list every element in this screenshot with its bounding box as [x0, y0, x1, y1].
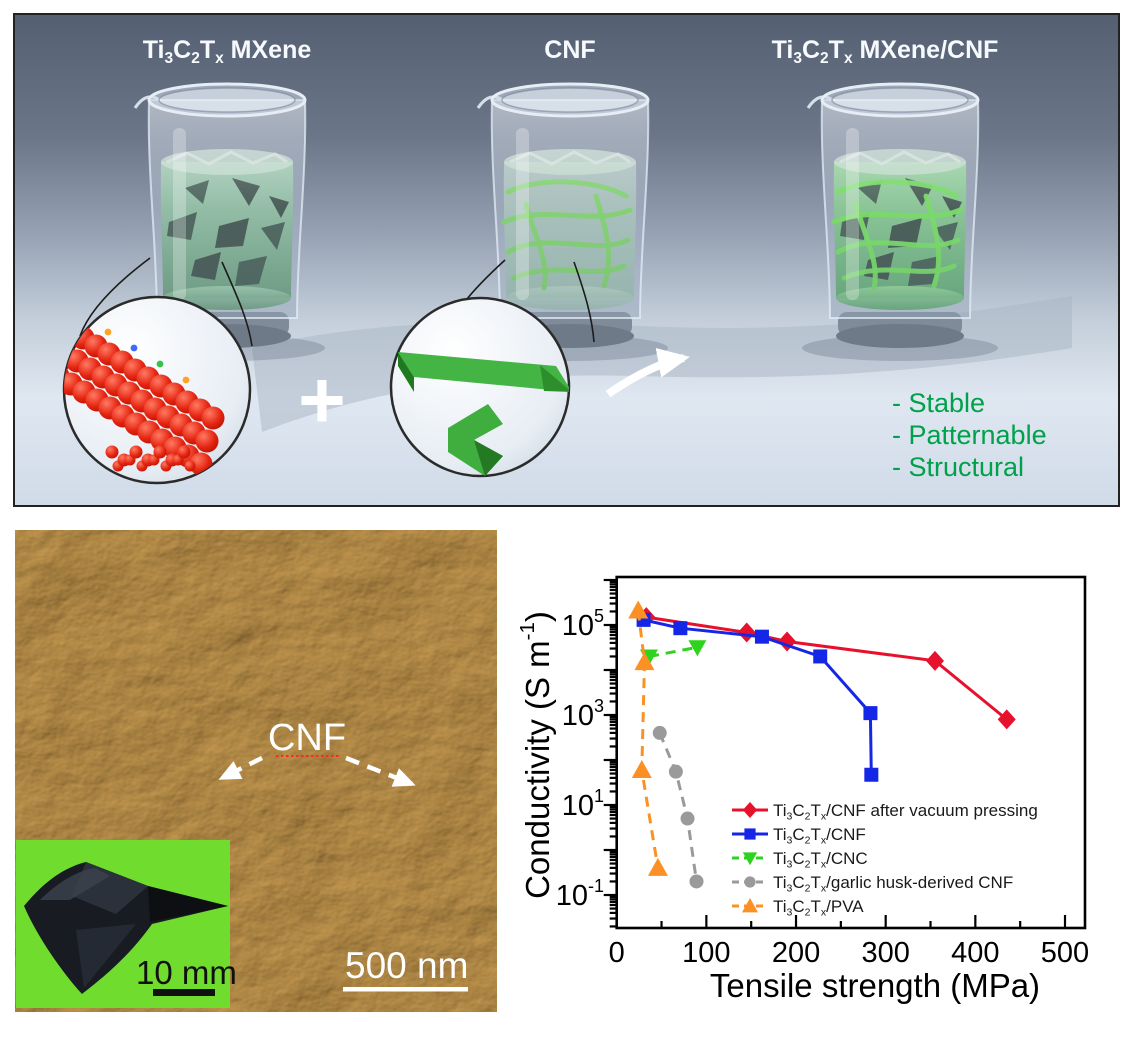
cnf-arrow-left	[218, 755, 264, 781]
legend-label-2: Ti3​C2​Tx​/CNF	[773, 825, 866, 846]
x-tick-label: 0	[609, 937, 625, 969]
series-2	[636, 612, 879, 782]
mixing-arrow-icon	[605, 348, 690, 398]
legend-label-1: Ti3​C2​Tx​/CNF after vacuum pressing	[773, 801, 1038, 822]
mxene-structure-inset	[62, 295, 252, 485]
feature-item-3: - Structural	[892, 452, 1024, 482]
feature-item-2: - Patternable	[892, 420, 1047, 450]
y-tick-label: 103​	[562, 696, 604, 732]
conductivity-chart: 0 100 200 300 400 500 105​ 103​ 101​ 10-1​ Tensile…	[516, 575, 1089, 1004]
cnf-fiber-icon	[398, 352, 569, 476]
x-tick-label: 300	[861, 937, 909, 969]
beaker-label-2: CNF	[544, 36, 595, 64]
beaker-2	[472, 82, 668, 361]
schematic-panel: Ti3​C2​Tx​ MXene CNF Ti3​C2​Tx​ MXene/CNF +…	[13, 13, 1120, 507]
y-tick-label: 105​	[562, 606, 604, 642]
x-tick-label: 500	[1041, 937, 1089, 969]
feature-item-1: - Stable	[892, 388, 985, 418]
series-3	[639, 640, 707, 666]
beaker-1	[129, 82, 325, 361]
inset-scale-bar	[153, 989, 215, 996]
film-photo-inset	[16, 840, 230, 1008]
y-axis-title: Conductivity (S m-1​)	[516, 611, 556, 899]
x-tick-label: 100	[682, 937, 730, 969]
folded-film-photo	[24, 862, 228, 994]
beakers-group	[129, 82, 998, 361]
series-1	[637, 607, 1016, 730]
legend-label-5: Ti3​C2​Tx​/PVA	[773, 897, 864, 918]
x-tick-label: 400	[951, 937, 999, 969]
series-4	[652, 725, 704, 889]
plus-sign: +	[298, 355, 346, 446]
mxene-lattice-icon	[64, 312, 225, 476]
schematic-text-layer: Ti3​C2​Tx​ MXene CNF Ti3​C2​Tx​ MXene/CNF +…	[143, 36, 1047, 482]
x-tick-label: 200	[772, 937, 820, 969]
legend-label-3: Ti3​C2​Tx​/CNC	[773, 849, 868, 870]
legend-label-4: Ti3​C2​Tx​/garlic husk-derived CNF	[773, 873, 1013, 894]
plot-frame	[615, 575, 1087, 930]
beaker-3	[802, 82, 998, 361]
cnf-fiber-inset	[389, 296, 571, 478]
afm-cnf-label: CNF	[268, 717, 346, 759]
afm-scale-text: 500 nm	[345, 945, 468, 986]
cnf-arrow-right	[345, 755, 416, 787]
x-axis-title: Tensile strength (MPa)	[710, 967, 1040, 1004]
afm-scale-bar	[343, 987, 468, 992]
y-tick-label: 101​	[562, 786, 604, 822]
y-tick-label: 10-1​	[556, 876, 604, 912]
inset-scale-text: 10 mm	[136, 954, 237, 991]
beaker-label-1: Ti3​C2​Tx​ MXene	[143, 36, 312, 67]
tick-labels: 0 100 200 300 400 500 105​ 103​ 101​ 10-1​	[556, 606, 1089, 969]
afm-annotation-layer: CNF 500 nm 10 mm	[136, 717, 468, 996]
series-5	[628, 600, 668, 876]
beaker-label-3: Ti3​C2​Tx​ MXene/CNF	[772, 36, 999, 67]
chart-legend: Ti3​C2​Tx​/CNF after vacuum pressing Ti3​…	[732, 801, 1038, 918]
afm-image-panel: CNF 500 nm 10 mm	[15, 530, 497, 1012]
